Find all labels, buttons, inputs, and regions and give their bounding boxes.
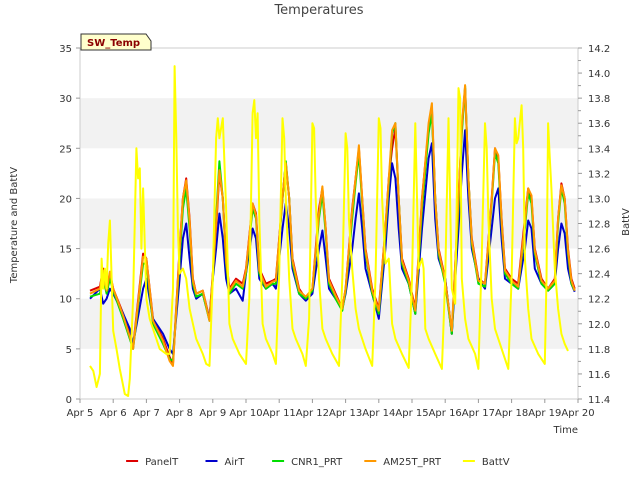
series-line-battv (89, 65, 569, 397)
x-tick-label: Apr 6 (100, 408, 127, 419)
x-axis: Apr 5 Apr 6 Apr 7 Apr 8 Apr 9 Apr 10 Apr 11 Apr… (67, 399, 595, 419)
right-tick-label: 11.6 (588, 370, 610, 381)
right-tick-label: 12.8 (588, 220, 610, 231)
left-axis-title: Temperature and BattV (9, 167, 20, 284)
legend-label: AM25T_PRT (383, 457, 442, 468)
left-tick-label: 30 (59, 94, 72, 105)
site-badge-box (80, 33, 152, 51)
right-tick-label: 13.2 (588, 169, 610, 180)
right-tick-label: 12.6 (588, 245, 610, 256)
right-tick-label: 11.4 (588, 395, 610, 406)
site-badge: SW_Temp (80, 33, 152, 51)
left-tick-label: 35 (59, 44, 72, 55)
series-line-am25t-prt (89, 84, 576, 367)
right-tick-label: 11.8 (588, 345, 610, 356)
x-tick-label: Apr 8 (166, 408, 193, 419)
right-tick-label: 12.2 (588, 295, 610, 306)
left-tick-label: 0 (66, 395, 72, 406)
right-axis-title: BattV (621, 208, 632, 236)
left-tick-label: 5 (66, 345, 72, 356)
legend: PanelT AirT CNR1_PRT AM25T_PRT BattV (126, 457, 510, 468)
right-tick-label: 13.6 (588, 119, 610, 130)
x-tick-label: Apr 18 (495, 408, 528, 419)
x-tick-label: Apr 10 (229, 408, 262, 419)
right-tick-label: 14.2 (588, 44, 610, 55)
x-tick-label: Apr 13 (329, 408, 362, 419)
right-tick-label: 12.4 (588, 270, 610, 281)
left-tick-label: 15 (59, 245, 72, 256)
x-tick-label: Apr 17 (462, 408, 495, 419)
legend-item: AirT (205, 457, 246, 468)
left-tick-label: 25 (59, 144, 72, 155)
right-tick-label: 13.4 (588, 144, 610, 155)
left-axis: 0 5 10 15 20 25 30 35 (59, 44, 80, 406)
x-axis-title: Time (553, 425, 578, 436)
legend-item: AM25T_PRT (364, 457, 442, 468)
legend-label: PanelT (145, 457, 179, 468)
x-tick-label: Apr 19 (528, 408, 561, 419)
background-bands (80, 98, 578, 349)
x-tick-label: Apr 11 (263, 408, 296, 419)
x-tick-label: Apr 5 (67, 408, 94, 419)
right-axis: 11.4 11.6 11.8 12.0 12.2 12.4 12.6 12.8 13.0 13.2… (578, 44, 610, 406)
legend-item: PanelT (126, 457, 179, 468)
series-lines (89, 65, 576, 397)
right-tick-label: 13.0 (588, 194, 610, 205)
right-tick-label: 14.0 (588, 69, 610, 80)
background-band (80, 98, 578, 149)
x-tick-label: Apr 12 (296, 408, 329, 419)
legend-label: AirT (225, 457, 246, 468)
x-tick-label: Apr 16 (429, 408, 462, 419)
x-tick-label: Apr 20 (561, 408, 594, 419)
left-tick-label: 10 (59, 295, 72, 306)
left-tick-label: 20 (59, 194, 72, 205)
right-tick-label: 12.0 (588, 320, 610, 331)
x-tick-label: Apr 9 (199, 408, 226, 419)
x-tick-label: Apr 14 (362, 408, 395, 419)
legend-label: BattV (482, 457, 510, 468)
x-tick-label: Apr 7 (133, 408, 160, 419)
legend-item: BattV (462, 457, 510, 468)
right-tick-label: 13.8 (588, 94, 610, 105)
legend-item: CNR1_PRT (272, 457, 343, 468)
site-badge-label: SW_Temp (87, 38, 140, 49)
chart-title: Temperatures (273, 3, 363, 18)
legend-label: CNR1_PRT (291, 457, 343, 468)
x-tick-label: Apr 15 (395, 408, 428, 419)
